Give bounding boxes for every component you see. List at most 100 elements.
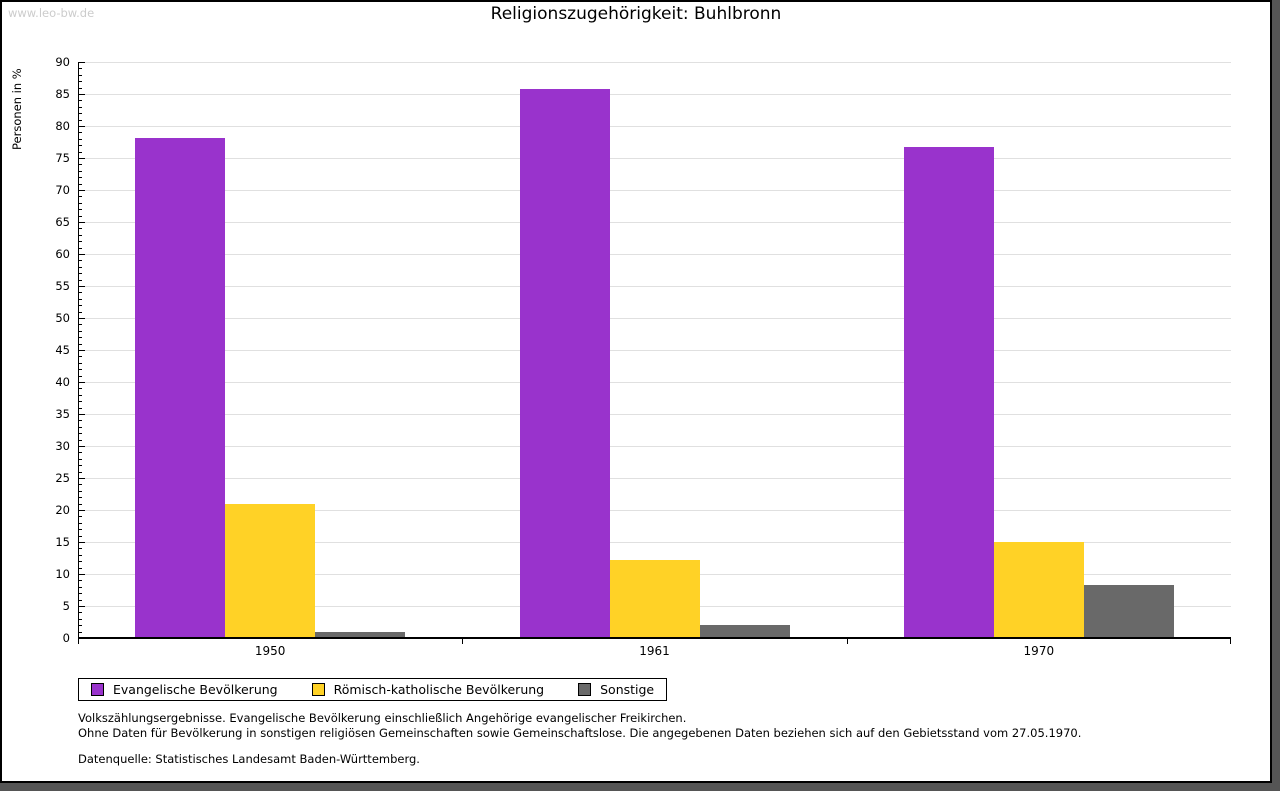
bar-r-misch-katholische-bev-lkerung-1961 — [609, 559, 700, 638]
y-tick — [78, 260, 82, 262]
legend-item-evangelische: Evangelische Bevölkerung — [91, 682, 278, 697]
y-tick — [78, 394, 82, 396]
y-tick — [78, 593, 82, 595]
gridline — [78, 414, 1231, 415]
y-tick-label: 0 — [62, 631, 70, 645]
y-tick — [78, 94, 85, 95]
x-tick-label: 1970 — [1023, 644, 1055, 658]
footnote-line-2: Ohne Daten für Bevölkerung in sonstigen … — [78, 725, 1082, 740]
gridline — [78, 62, 1231, 63]
gridline — [78, 286, 1231, 287]
y-tick — [78, 273, 82, 275]
y-tick — [78, 202, 82, 204]
gridline — [78, 158, 1231, 159]
y-tick — [78, 599, 82, 601]
gridline — [78, 478, 1231, 479]
y-tick — [78, 132, 82, 134]
y-tick — [78, 81, 82, 83]
y-tick — [78, 606, 85, 607]
y-tick — [78, 254, 85, 255]
gridline — [78, 318, 1231, 319]
y-tick — [78, 548, 82, 550]
bar-evangelische-bev-lkerung-1970 — [903, 147, 994, 638]
y-tick — [78, 471, 82, 473]
bar-sonstige-1970 — [1083, 584, 1174, 638]
y-tick — [78, 138, 82, 140]
y-tick — [78, 68, 82, 70]
y-tick — [78, 222, 85, 223]
y-tick — [78, 266, 82, 268]
y-tick — [78, 401, 82, 403]
bar-evangelische-bev-lkerung-1950 — [135, 137, 226, 638]
gridline — [78, 350, 1231, 351]
y-tick — [78, 177, 82, 179]
y-tick — [78, 343, 82, 345]
y-tick — [78, 618, 82, 620]
legend-swatch-katholische — [311, 683, 325, 696]
y-tick-label: 25 — [55, 471, 70, 485]
y-tick — [78, 362, 82, 364]
y-tick — [78, 209, 82, 211]
y-tick — [78, 580, 82, 582]
y-tick-label: 75 — [55, 151, 70, 165]
y-tick — [78, 586, 82, 588]
y-tick — [78, 458, 82, 460]
y-tick — [78, 567, 82, 569]
y-tick — [78, 369, 82, 371]
y-tick-label: 70 — [55, 183, 70, 197]
bar-r-misch-katholische-bev-lkerung-1950 — [225, 504, 316, 638]
y-tick-label: 5 — [62, 599, 70, 613]
y-tick — [78, 74, 82, 76]
y-tick-label: 85 — [55, 87, 70, 101]
y-tick — [78, 420, 82, 422]
x-tick-label: 1950 — [254, 644, 286, 658]
y-tick — [78, 516, 82, 518]
y-tick — [78, 465, 82, 467]
gridline — [78, 254, 1231, 255]
bar-sonstige-1950 — [315, 632, 406, 638]
y-tick — [78, 407, 82, 409]
y-axis-title: Personen in % — [10, 68, 24, 150]
y-tick-label: 40 — [55, 375, 70, 389]
y-tick — [78, 106, 82, 108]
x-tick — [1230, 639, 1231, 644]
y-tick — [78, 542, 85, 543]
y-tick — [78, 497, 82, 499]
legend: Evangelische Bevölkerung Römisch-katholi… — [78, 678, 668, 701]
y-tick-label: 55 — [55, 279, 70, 293]
y-tick — [78, 113, 82, 115]
y-tick — [78, 612, 82, 614]
y-tick — [78, 311, 82, 313]
y-tick — [78, 356, 82, 358]
x-tick — [846, 639, 848, 644]
y-tick — [78, 574, 85, 575]
legend-label-katholische: Römisch-katholische Bevölkerung — [333, 682, 545, 697]
gridline — [78, 222, 1231, 223]
legend-item-sonstige: Sonstige — [578, 682, 654, 697]
y-tick — [78, 561, 82, 563]
y-tick — [78, 382, 85, 383]
y-tick — [78, 535, 82, 537]
y-tick-label: 60 — [55, 247, 70, 261]
y-tick — [78, 318, 85, 319]
legend-label-sonstige: Sonstige — [600, 682, 655, 697]
y-tick — [78, 87, 82, 89]
gridline — [78, 94, 1231, 95]
y-tick — [78, 126, 85, 127]
y-tick — [78, 522, 82, 524]
y-axis-line — [78, 62, 79, 638]
y-tick — [78, 158, 85, 159]
bar-r-misch-katholische-bev-lkerung-1970 — [993, 542, 1084, 638]
bar-evangelische-bev-lkerung-1961 — [519, 88, 610, 638]
y-tick — [78, 554, 82, 556]
y-tick — [78, 305, 82, 307]
source-line: Datenquelle: Statistisches Landesamt Bad… — [78, 752, 420, 766]
y-tick — [78, 452, 82, 454]
gridline — [78, 126, 1231, 127]
y-tick-label: 50 — [55, 311, 70, 325]
y-tick — [78, 247, 82, 249]
gridline — [78, 446, 1231, 447]
y-tick — [78, 503, 82, 505]
plot-area: 1950 1961 1970 0 5 10 15 20 25 30 35 40 45 50 55 60 65 70… — [55, 55, 1231, 658]
